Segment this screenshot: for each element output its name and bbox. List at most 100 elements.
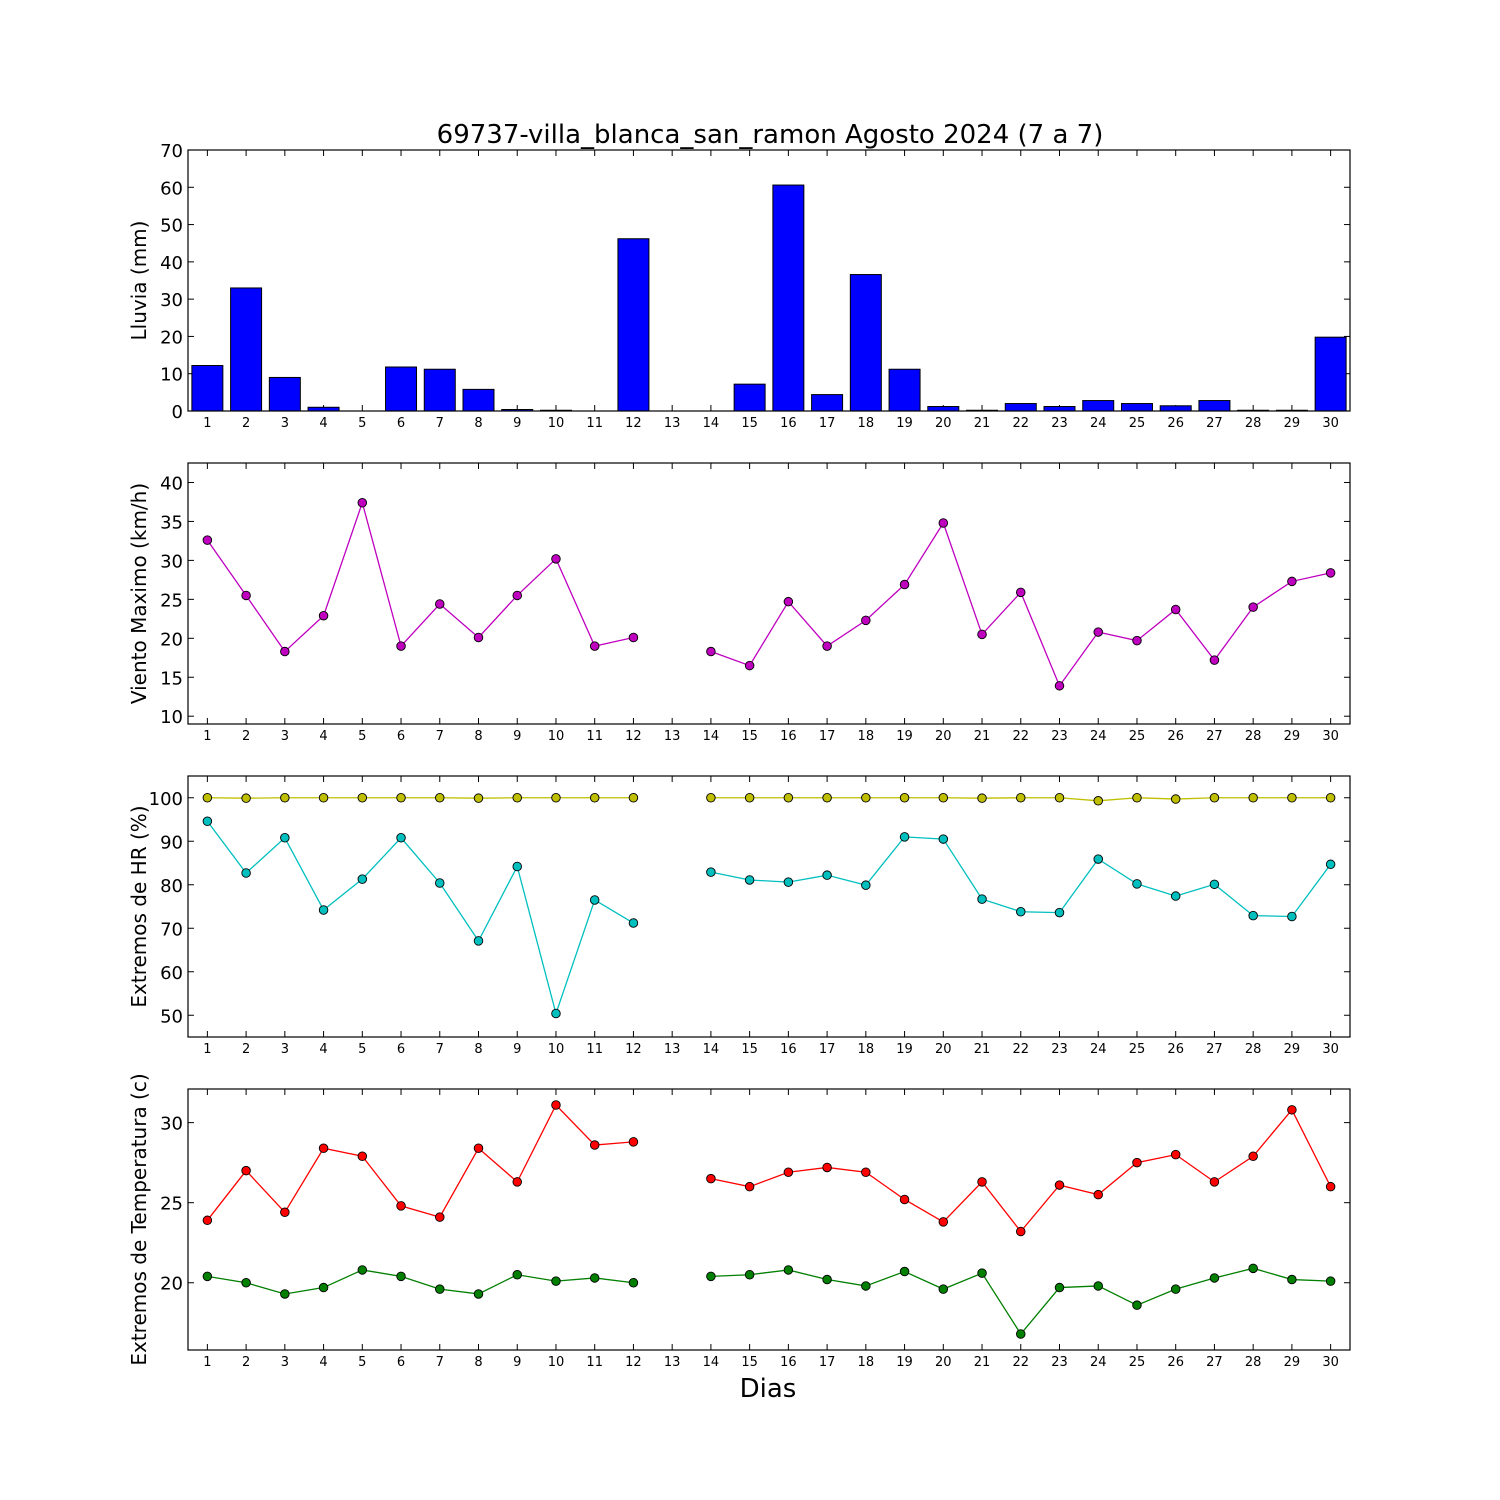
x-tick-label: 4	[319, 1355, 327, 1370]
data-point	[744, 660, 755, 671]
x-tick-label: 23	[1051, 729, 1068, 744]
y-tick-label: 80	[160, 876, 183, 897]
x-tick-label: 6	[397, 729, 405, 744]
y-tick-label: 10	[160, 365, 183, 386]
rain-bar	[1004, 403, 1037, 412]
data-point	[977, 894, 987, 904]
data-point	[357, 874, 368, 884]
x-tick-label: 7	[436, 416, 444, 431]
data-point	[241, 1277, 251, 1288]
data-point	[473, 632, 484, 643]
x-tick-label: 20	[935, 416, 952, 431]
data-point	[396, 793, 406, 803]
y-tick-label: 70	[160, 919, 183, 940]
x-tick-label: 3	[281, 1042, 289, 1057]
x-tick-label: 25	[1129, 729, 1146, 744]
data-point	[512, 1269, 522, 1280]
data-point	[435, 1212, 445, 1222]
data-point	[628, 918, 639, 928]
x-tick-label: 23	[1051, 1355, 1068, 1370]
data-point	[899, 832, 910, 842]
x-tick-label: 8	[474, 416, 482, 431]
data-point	[1054, 1180, 1065, 1190]
x-tick-label: 5	[358, 1355, 366, 1370]
x-tick-label: 7	[436, 1042, 444, 1057]
x-tick-label: 10	[548, 416, 565, 431]
x-tick-label: 9	[513, 1355, 521, 1370]
rain-bar	[1198, 400, 1231, 412]
x-tick-label: 21	[974, 1042, 991, 1057]
x-tick-label: 5	[358, 416, 366, 431]
x-tick-label: 11	[586, 1355, 603, 1370]
data-point	[589, 1140, 600, 1150]
data-point	[1325, 1276, 1336, 1286]
x-tick-label: 17	[819, 1355, 836, 1370]
x-tick-label: 10	[548, 1042, 565, 1057]
data-point	[512, 590, 522, 601]
data-point	[938, 518, 949, 528]
y-tick-label: 30	[160, 1114, 183, 1135]
data-point	[899, 793, 910, 803]
x-tick-label: 30	[1322, 729, 1339, 744]
series-line	[206, 820, 634, 1016]
data-point	[1287, 576, 1297, 587]
data-point	[977, 1177, 987, 1187]
data-point	[822, 870, 832, 880]
x-tick-label: 17	[819, 1042, 836, 1057]
series-line	[206, 1103, 634, 1221]
data-point	[628, 793, 639, 803]
x-tick-label: 22	[1012, 729, 1029, 744]
data-point	[357, 1265, 368, 1275]
data-point	[241, 868, 251, 878]
x-tick-label: 24	[1090, 1355, 1107, 1370]
x-tick-label: 3	[281, 1355, 289, 1370]
x-tick-label: 15	[741, 1355, 758, 1370]
data-point	[1132, 793, 1142, 803]
y-tick-label: 20	[160, 1274, 183, 1295]
y-tick-label: 40	[160, 473, 183, 494]
data-point	[861, 615, 871, 626]
y-axis-label: Viento Maximo (km/h)	[127, 483, 151, 704]
data-point	[396, 641, 406, 651]
rain-bar	[191, 365, 224, 412]
x-tick-label: 8	[474, 1355, 482, 1370]
rain-bar	[888, 368, 921, 412]
data-point	[1016, 1329, 1026, 1339]
data-point	[1248, 1151, 1258, 1162]
data-point	[938, 1217, 949, 1227]
x-tick-label: 20	[935, 729, 952, 744]
data-point	[589, 1273, 600, 1283]
x-tick-label: 21	[974, 1355, 991, 1370]
data-point	[899, 1266, 910, 1277]
data-point	[435, 793, 445, 803]
data-point	[744, 1269, 755, 1280]
data-point	[280, 1289, 290, 1299]
series-2	[202, 1263, 1336, 1339]
x-tick-label: 16	[780, 1042, 797, 1057]
x-tick-label: 27	[1206, 1355, 1223, 1370]
data-point	[473, 936, 484, 946]
data-point	[706, 793, 716, 803]
data-point	[1016, 587, 1026, 598]
x-tick-label: 4	[319, 1042, 327, 1057]
data-point	[861, 880, 871, 890]
chart-title: 69737-villa_blanca_san_ramon Agosto 2024…	[437, 120, 1104, 150]
x-tick-label: 24	[1090, 1042, 1107, 1057]
x-tick-label: 30	[1322, 1355, 1339, 1370]
x-tick-label: 29	[1284, 1042, 1301, 1057]
y-tick-label: 40	[160, 253, 183, 274]
x-tick-label: 20	[935, 1042, 952, 1057]
data-point	[1132, 1300, 1142, 1310]
x-tick-label: 13	[664, 1355, 681, 1370]
data-point	[628, 1137, 639, 1147]
x-tick-label: 28	[1245, 729, 1262, 744]
y-tick-label: 60	[160, 963, 183, 984]
data-point	[357, 497, 368, 508]
data-point	[1325, 859, 1336, 870]
data-point	[202, 816, 213, 826]
data-point	[551, 1100, 561, 1110]
data-point	[706, 867, 716, 877]
